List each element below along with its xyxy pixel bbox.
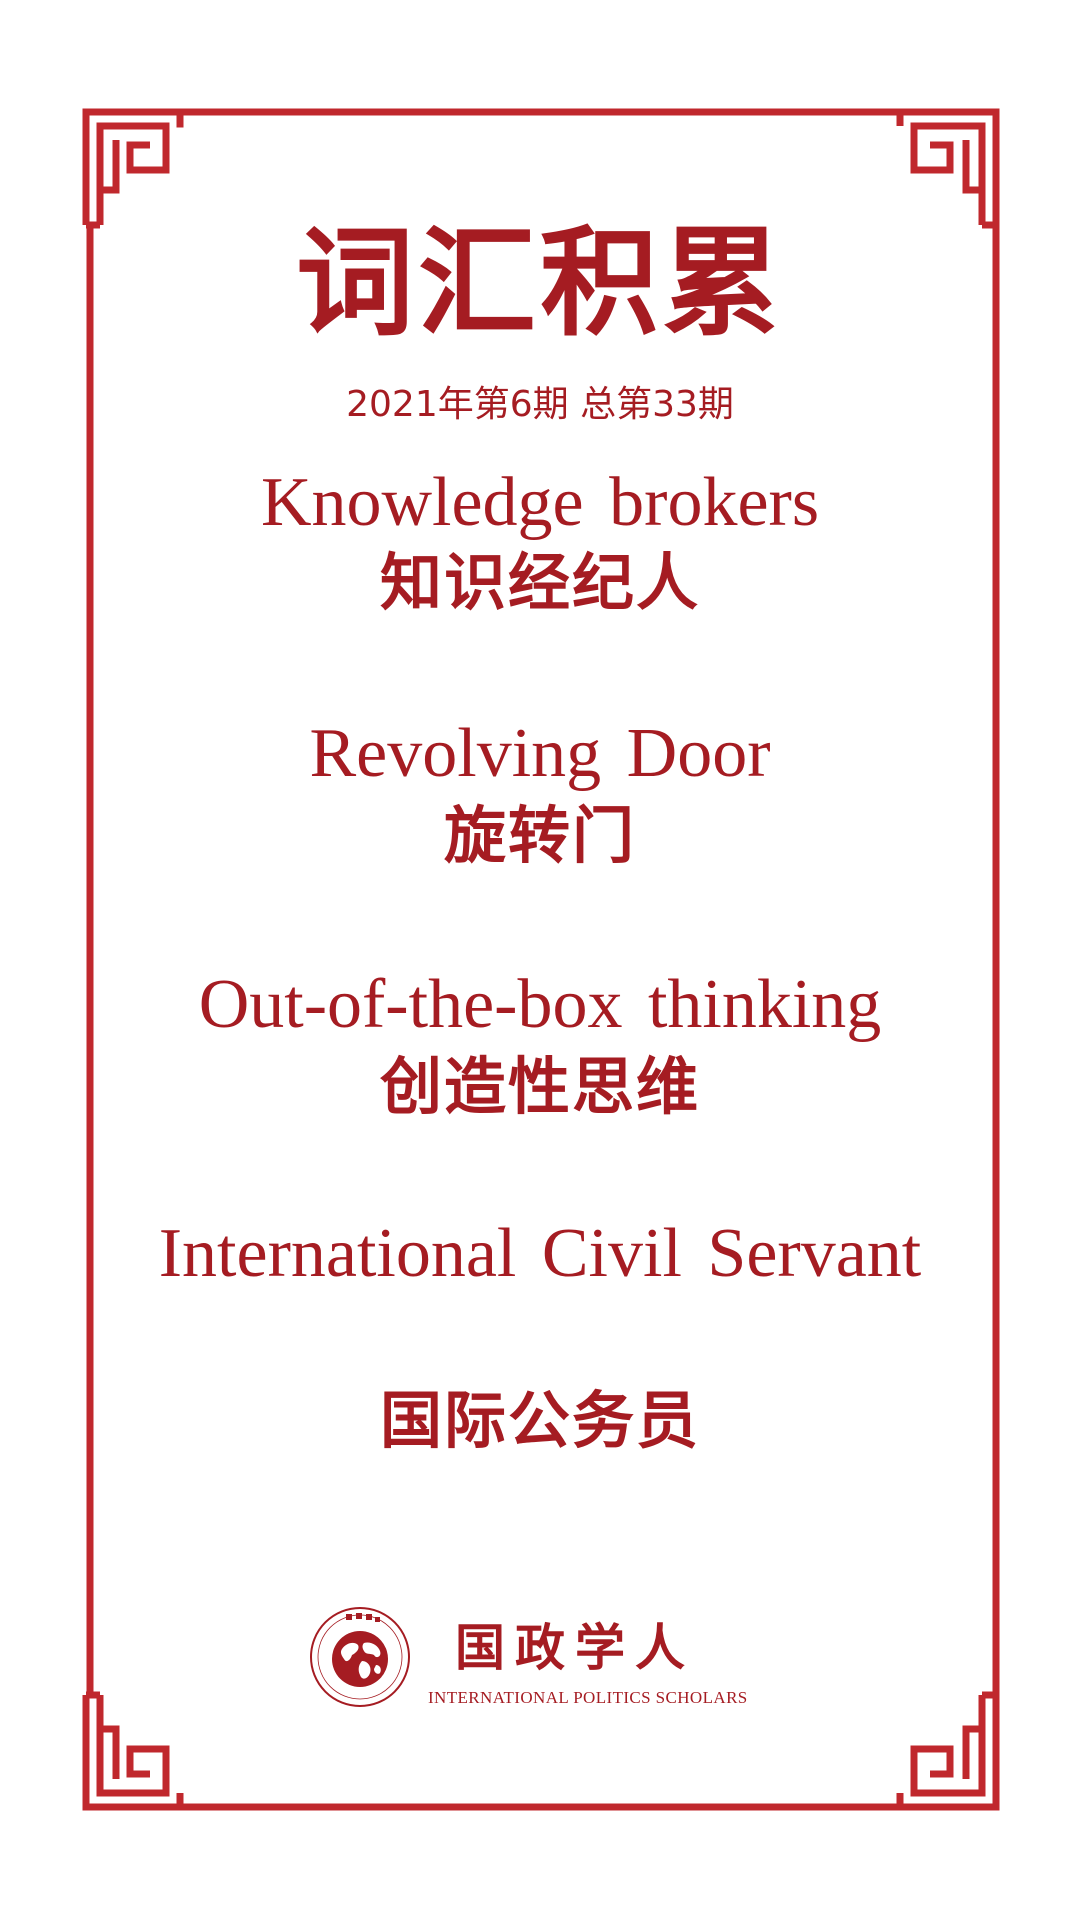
term-4-english: International Civil Servant xyxy=(158,1215,922,1292)
brand-name-english: INTERNATIONAL POLITICS SCHOLARS xyxy=(428,1688,748,1707)
corner-top-right xyxy=(896,108,1000,229)
page-title: 词汇积累 xyxy=(295,213,784,352)
globe-seal-icon xyxy=(310,1607,410,1707)
term-2-english: Revolving Door xyxy=(309,715,771,792)
term-3-chinese: 创造性思维 xyxy=(379,1050,700,1123)
brand-name-chinese: 国政学人 xyxy=(455,1618,695,1677)
corner-top-left xyxy=(82,108,184,229)
term-1-chinese: 知识经纪人 xyxy=(379,546,700,619)
corner-bottom-left xyxy=(82,1691,184,1811)
term-2-chinese: 旋转门 xyxy=(443,799,636,872)
term-3-english: Out-of-the-box thinking xyxy=(198,966,882,1043)
term-1-english: Knowledge brokers xyxy=(260,464,820,541)
term-4-chinese: 国际公务员 xyxy=(379,1384,700,1457)
corner-bottom-right xyxy=(896,1691,1000,1811)
issue-number: 2021年第6期 总第33期 xyxy=(346,384,734,425)
